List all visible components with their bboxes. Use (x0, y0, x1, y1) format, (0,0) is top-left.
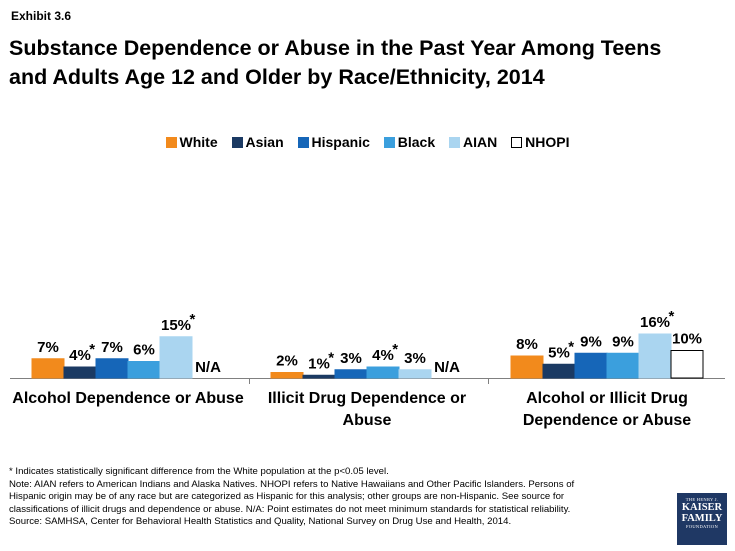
significance-marker-asian-1: * (89, 341, 95, 358)
legend-label-asian: Asian (245, 134, 284, 151)
data-label-black-2: 4% (372, 347, 394, 364)
significance-marker-aian-3: * (668, 308, 674, 325)
legend: White Asian Hispanic Black AIAN NHOPI (0, 133, 735, 150)
bar-hispanic-3 (574, 352, 608, 379)
bar-hispanic-2 (334, 369, 368, 379)
bar-aian-2 (398, 369, 432, 379)
category-label-2: Illicit Drug Dependence or Abuse (268, 390, 466, 429)
data-label-nhopi-2: N/A (434, 359, 460, 376)
legend-label-white: White (179, 134, 218, 151)
bar-asian-3 (542, 363, 576, 379)
legend-item-aian: AIAN (449, 134, 497, 150)
bar-white-3 (510, 355, 544, 379)
bar-nhopi-3 (670, 350, 704, 379)
legend-swatch-hispanic (297, 137, 309, 149)
legend-label-aian: AIAN (463, 134, 498, 151)
bar-white-1 (31, 358, 65, 379)
category-label-1: Alcohol Dependence or Abuse (12, 390, 244, 407)
significance-marker-asian-3: * (568, 338, 574, 355)
category-label-3-line-1: Alcohol or Illicit Drug (526, 390, 688, 407)
legend-item-asian: Asian (231, 134, 284, 151)
footnote-source: Source: SAMHSA, Center for Behavioral He… (9, 516, 512, 528)
bar-hispanic-1 (95, 358, 129, 379)
chart-title-line-2: and Adults Age 12 and Older by Race/Ethn… (9, 65, 545, 89)
bar-aian-3 (638, 333, 672, 379)
data-label-nhopi-1: N/A (195, 359, 221, 376)
legend-item-hispanic: Hispanic (297, 134, 370, 151)
footnote-note-1: Note: AIAN refers to American Indians an… (9, 478, 575, 490)
legend-label-nhopi: NHOPI (525, 134, 570, 151)
legend-item-white: White (165, 134, 218, 151)
category-label-1-line-1: Alcohol Dependence or Abuse (12, 390, 244, 407)
legend-label-black: Black (397, 134, 436, 151)
data-label-asian-1: 4% (69, 347, 91, 364)
bar-aian-1 (159, 336, 193, 379)
bar-black-1 (127, 361, 161, 379)
footnotes: * Indicates statistically significant di… (9, 466, 669, 529)
data-label-aian-1: 15% (161, 317, 191, 334)
exhibit-label: Exhibit 3.6 (11, 9, 72, 23)
legend-swatch-white (165, 137, 177, 149)
footnote-note-3: classifications of illicit drugs and dep… (9, 503, 571, 515)
legend-item-nhopi: NHOPI (511, 134, 569, 150)
category-label-3: Alcohol or Illicit Drug Dependence or Abu… (523, 390, 691, 429)
kff-logo: THE HENRY J. KAISER FAMILY FOUNDATION (677, 493, 727, 545)
bar-asian-2 (302, 374, 336, 379)
data-label-hispanic-2: 3% (340, 350, 362, 367)
legend-swatch-asian (231, 137, 243, 149)
category-label-2-line-1: Illicit Drug Dependence or (268, 390, 466, 407)
bar-white-2 (270, 372, 304, 379)
bar-asian-1 (63, 366, 97, 379)
data-label-aian-3: 16% (640, 314, 670, 331)
legend-label-hispanic: Hispanic (311, 134, 370, 151)
chart-title-line-1: Substance Dependence or Abuse in the Pas… (9, 36, 662, 60)
bar-black-2 (366, 366, 400, 379)
footnote-note-2: Hispanic origin may be of any race but a… (9, 491, 565, 503)
legend-item-black: Black (383, 134, 436, 151)
data-label-nhopi-3: 10% (672, 331, 702, 348)
significance-marker-asian-2: * (328, 349, 334, 366)
significance-marker-aian-1: * (189, 311, 195, 328)
significance-marker-black-2: * (392, 341, 398, 358)
legend-swatch-black (383, 137, 395, 149)
category-label-3-line-2: Dependence or Abuse (523, 412, 691, 429)
data-label-hispanic-1: 7% (101, 339, 123, 356)
legend-swatch-nhopi (511, 137, 523, 149)
data-label-white-2: 2% (276, 353, 298, 370)
legend-swatch-aian (449, 137, 461, 149)
category-label-2-line-2: Abuse (343, 412, 392, 429)
data-label-asian-2: 1% (308, 355, 330, 372)
data-label-black-1: 6% (133, 342, 155, 359)
data-label-white-3: 8% (516, 336, 538, 353)
data-label-black-3: 9% (612, 333, 634, 350)
chart-title: Substance Dependence or Abuse in the Pas… (9, 34, 729, 92)
data-label-aian-2: 3% (404, 350, 426, 367)
data-label-asian-3: 5% (548, 344, 570, 361)
data-label-white-1: 7% (37, 339, 59, 356)
data-label-hispanic-3: 9% (580, 333, 602, 350)
bar-black-3 (606, 352, 640, 379)
footnote-significance: * Indicates statistically significant di… (9, 466, 389, 477)
